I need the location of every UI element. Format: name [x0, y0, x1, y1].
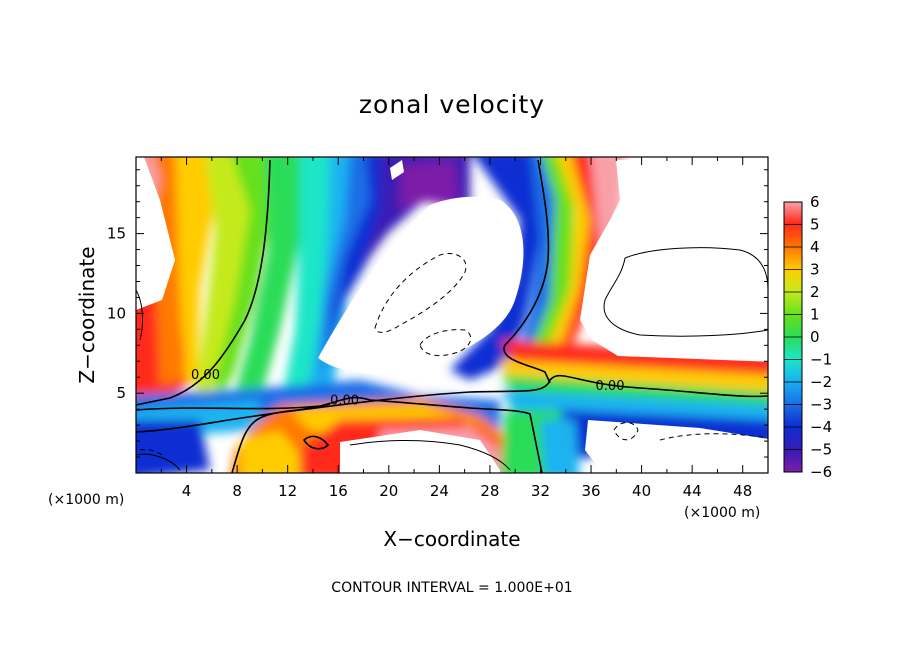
colorbar-tick-label: −6 — [810, 463, 832, 481]
contour-label-text: 0.00 — [330, 394, 359, 409]
contour-label: 0.00 — [596, 379, 625, 394]
colorbar-tick-label: 2 — [810, 283, 820, 301]
colorbar-tick-label: 5 — [810, 216, 820, 234]
x-tick-label: 4 — [182, 482, 192, 500]
colorbar-tick-label: −4 — [810, 418, 832, 436]
colorbar-tick-label: −1 — [810, 351, 832, 369]
colorbar-tick-label: 3 — [810, 261, 820, 279]
x-tick-label: 12 — [278, 482, 297, 500]
x-tick-label: 40 — [632, 482, 651, 500]
contour-label-text: 0.00 — [191, 368, 220, 383]
colorbar-tick-label: 1 — [810, 306, 820, 324]
colorbar-tick-label: −2 — [810, 373, 832, 391]
x-axis-title: X−coordinate — [383, 527, 520, 551]
chart-title: zonal velocity — [359, 90, 545, 119]
y-tick-label: 10 — [107, 304, 126, 322]
y-axis-title: Z−coordinate — [75, 246, 99, 383]
x-tick-label: 48 — [733, 482, 752, 500]
y-axis-ticks: 5 10 15 — [107, 169, 768, 458]
x-tick-label: 8 — [232, 482, 242, 500]
x-tick-label: 44 — [683, 482, 702, 500]
contour-label: 0.00 — [330, 394, 359, 409]
y-tick-label: 15 — [107, 225, 126, 243]
x-tick-label: 16 — [329, 482, 348, 500]
x-tick-label: 24 — [430, 482, 449, 500]
x-tick-label: 28 — [480, 482, 499, 500]
z-axis-unit: (×1000 m) — [48, 492, 124, 508]
colorbar-tick-label: −5 — [810, 441, 832, 459]
y-tick-label: 5 — [116, 384, 126, 402]
colorbar-tick-label: 4 — [810, 238, 820, 256]
contour-label-text: 0.00 — [596, 379, 625, 394]
colorbar-tick-label: −3 — [810, 396, 832, 414]
contour-label: 0.00 — [191, 368, 220, 383]
colorbar-tick-label: 6 — [810, 193, 820, 211]
plot-frame — [135, 156, 769, 474]
colorbar: 6 5 4 3 2 1 0 −1 −2 −3 −4 −5 −6 — [783, 193, 832, 481]
colorbar-tick-label: 0 — [810, 328, 820, 346]
x-axis-unit: (×1000 m) — [684, 505, 760, 521]
x-tick-label: 20 — [379, 482, 398, 500]
x-tick-label: 32 — [531, 482, 550, 500]
x-tick-label: 36 — [581, 482, 600, 500]
x-axis-ticks: 4 8 12 16 20 24 28 32 36 40 44 48 — [160, 157, 752, 500]
contour-interval-note: CONTOUR INTERVAL = 1.000E+01 — [331, 580, 572, 596]
velocity-field: 0.00 0.00 0.00 — [136, 157, 768, 473]
